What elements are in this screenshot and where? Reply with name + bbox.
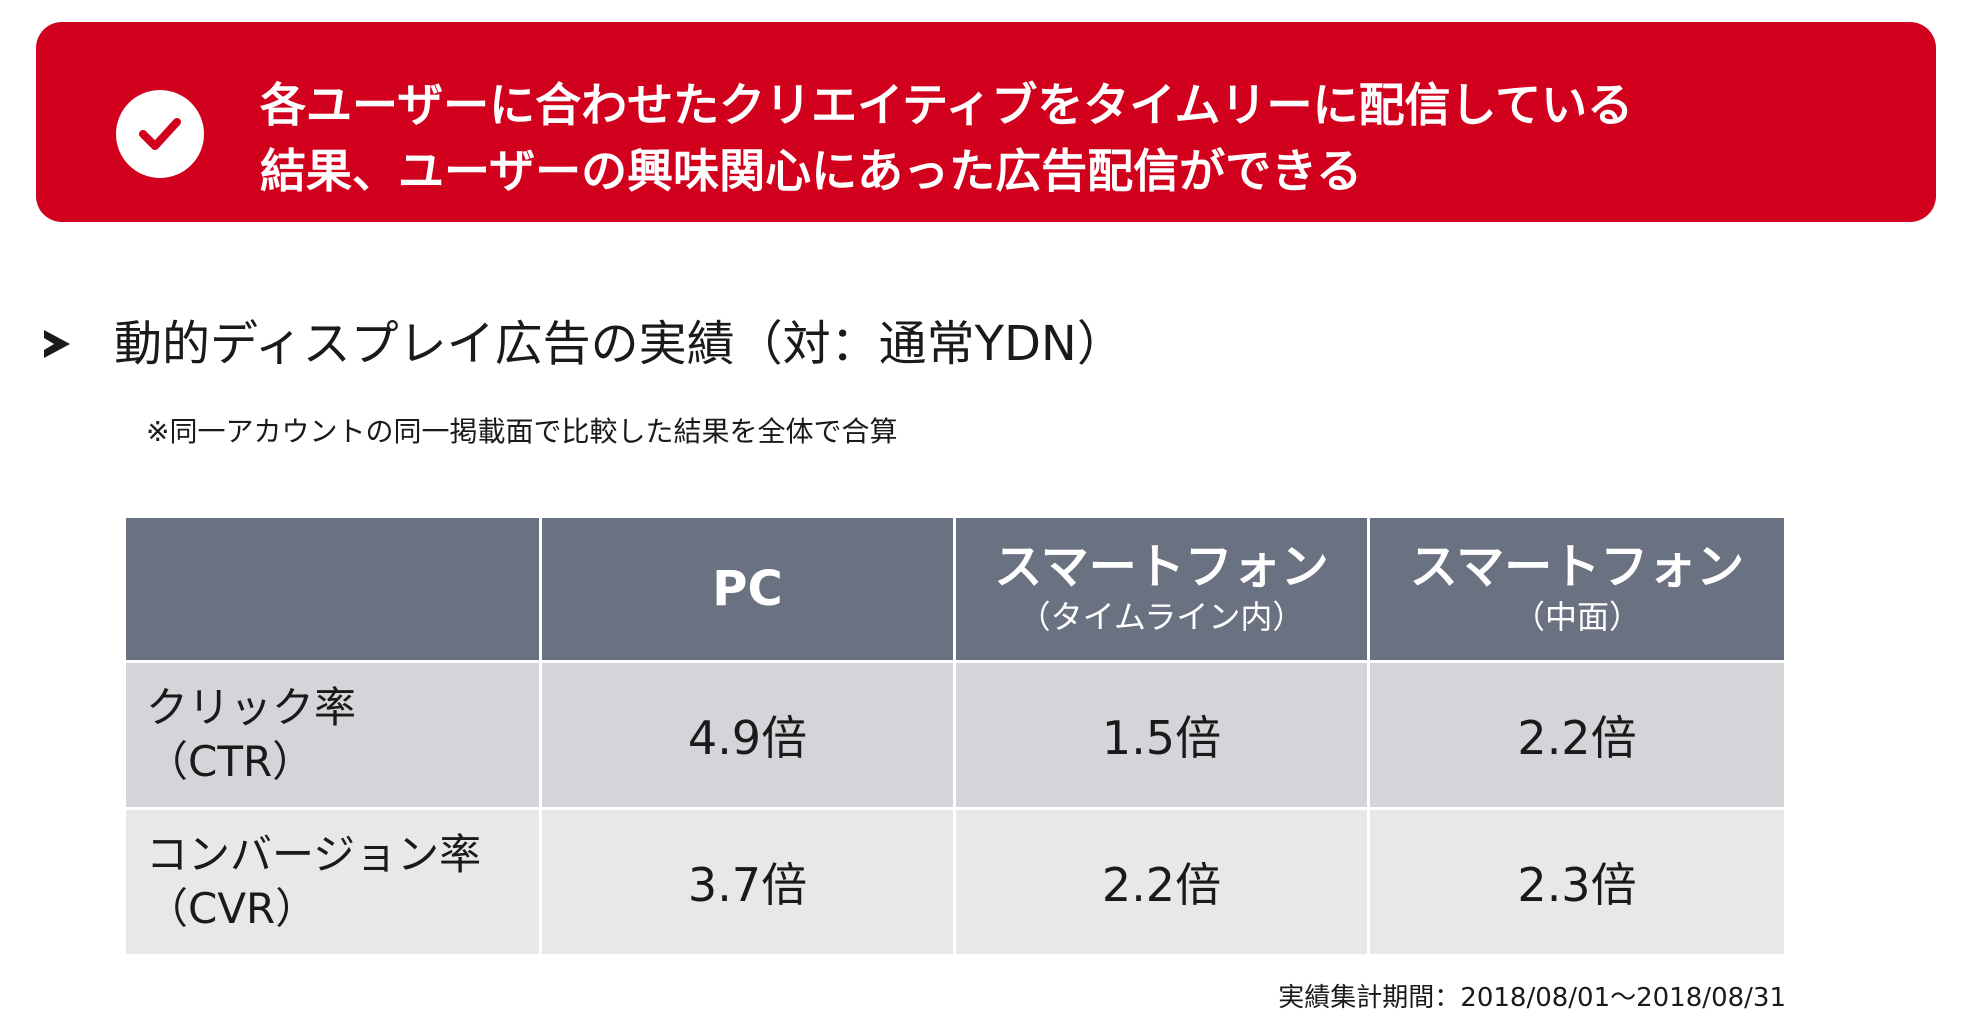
banner-message: 各ユーザーに合わせたクリエイティブをタイムリーに配信している 結果、ユーザーの興…	[260, 72, 1896, 204]
table-row-cvr: コンバージョン率 （CVR） 3.7倍 2.2倍 2.3倍	[126, 810, 1784, 957]
bullet-arrow-icon	[44, 330, 70, 358]
ctr-smartphone-inner-value: 2.2倍	[1370, 663, 1784, 810]
header-smartphone-inner-sub: （中面）	[1512, 598, 1641, 636]
check-icon	[116, 90, 204, 178]
table-row-ctr: クリック率 （CTR） 4.9倍 1.5倍 2.2倍	[126, 663, 1784, 810]
header-smartphone-timeline-sub: （タイムライン内）	[1018, 598, 1305, 636]
ctr-pc-value: 4.9倍	[542, 663, 956, 810]
cvr-pc-value: 3.7倍	[542, 810, 956, 957]
row-label-ctr-line2: （CTR）	[146, 737, 315, 786]
cvr-smartphone-timeline-value: 2.2倍	[956, 810, 1370, 957]
aggregation-period: 実績集計期間：2018/08/01～2018/08/31	[1278, 983, 1786, 1013]
section-heading-text: 動的ディスプレイ広告の実績（対：通常YDN）	[114, 316, 1125, 372]
table-header-row: PC スマートフォン （タイムライン内） スマートフォン （中面）	[126, 518, 1784, 663]
header-empty-cell	[126, 518, 542, 663]
cvr-smartphone-inner-value: 2.3倍	[1370, 810, 1784, 957]
row-label-cvr-line2: （CVR）	[146, 884, 318, 933]
row-label-ctr-line1: クリック率	[146, 683, 357, 732]
comparison-note: ※同一アカウントの同一掲載面で比較した結果を全体で合算	[146, 415, 898, 448]
header-pc: PC	[542, 518, 956, 663]
header-smartphone-inner: スマートフォン （中面）	[1370, 518, 1784, 663]
header-smartphone-timeline: スマートフォン （タイムライン内）	[956, 518, 1370, 663]
header-smartphone-timeline-label: スマートフォン	[994, 539, 1329, 595]
section-heading: 動的ディスプレイ広告の実績（対：通常YDN）	[40, 312, 1125, 376]
header-pc-label: PC	[712, 561, 783, 617]
header-smartphone-inner-label: スマートフォン	[1409, 539, 1745, 595]
results-table: PC スマートフォン （タイムライン内） スマートフォン （中面） クリック率 …	[126, 518, 1784, 957]
row-label-cvr: コンバージョン率 （CVR）	[126, 810, 542, 957]
row-label-ctr: クリック率 （CTR）	[126, 663, 542, 810]
banner-line-2: 結果、ユーザーの興味関心にあった広告配信ができる	[260, 144, 1363, 198]
banner-line-1: 各ユーザーに合わせたクリエイティブをタイムリーに配信している	[260, 78, 1634, 132]
highlight-banner: 各ユーザーに合わせたクリエイティブをタイムリーに配信している 結果、ユーザーの興…	[36, 22, 1936, 222]
row-label-cvr-line1: コンバージョン率	[146, 830, 482, 879]
ctr-smartphone-timeline-value: 1.5倍	[956, 663, 1370, 810]
